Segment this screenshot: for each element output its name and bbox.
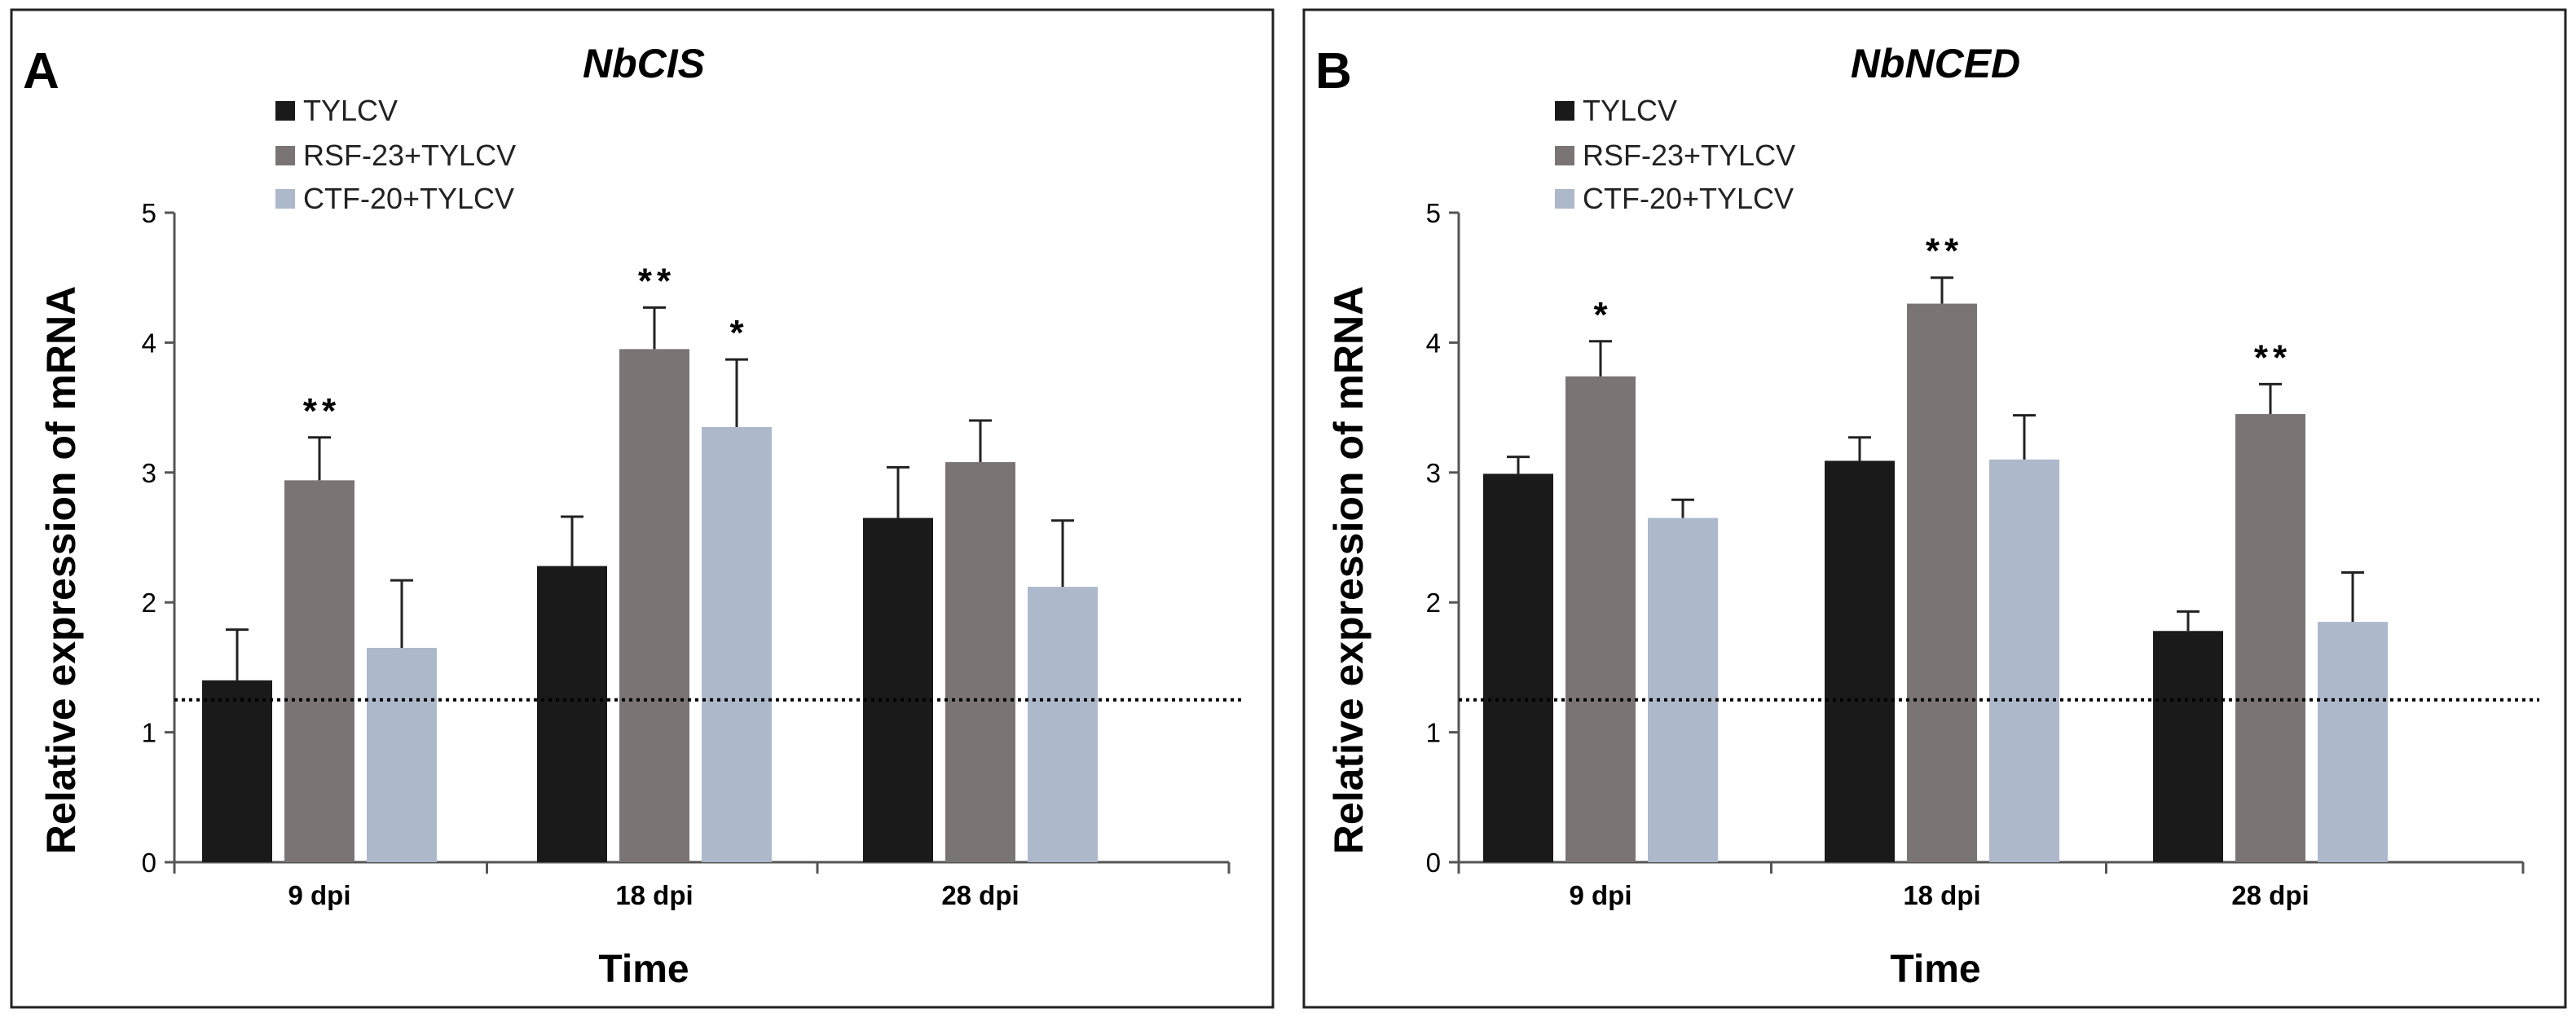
y-tick-label: 1	[142, 718, 156, 748]
bar-rsf-23-tylcv	[2235, 414, 2305, 862]
y-tick-label: 3	[1426, 458, 1441, 488]
x-category-label: 9 dpi	[288, 880, 350, 910]
y-tick-label: 5	[1426, 198, 1441, 228]
bar-tylcv	[2153, 631, 2223, 862]
significance-mark: **	[1926, 231, 1963, 271]
chart-panel-B: B NbNCED TYLCV RSF-23+TYLCV CTF-20+TYLCV 0 1 2 3…	[1302, 8, 2567, 1009]
x-axis-label: Time	[598, 948, 689, 991]
bar-ctf-20-tylcv	[1989, 459, 2059, 862]
bar-rsf-23-tylcv	[1565, 376, 1636, 862]
legend-label: TYLCV	[303, 94, 398, 127]
bar-tylcv	[202, 680, 272, 862]
chart-title: NbNCED	[1851, 41, 2020, 86]
legend-swatch	[1555, 101, 1574, 121]
x-category-label: 18 dpi	[1903, 880, 1980, 910]
bar-ctf-20-tylcv	[1028, 587, 1098, 862]
x-category-label: 9 dpi	[1569, 880, 1631, 910]
chart-panel-A: A NbCIS TYLCV RSF-23+TYLCV CTF-20+TYLCV 0 1 2 3 4…	[10, 8, 1275, 1009]
y-tick-label: 2	[1426, 588, 1441, 618]
significance-mark: *	[729, 313, 748, 353]
legend-swatch	[1555, 146, 1574, 165]
x-category-label: 18 dpi	[615, 880, 693, 910]
significance-mark: **	[638, 261, 676, 301]
y-tick-label: 0	[142, 848, 156, 878]
panel-frame	[1302, 8, 2567, 1009]
panel-letter: A	[23, 43, 59, 99]
x-axis-label: Time	[1890, 948, 1980, 991]
bar-rsf-23-tylcv	[284, 480, 354, 862]
y-axis-label: Relative expression of mRNA	[1326, 286, 1372, 854]
bar-tylcv	[537, 566, 607, 862]
y-tick-label: 4	[142, 328, 156, 358]
y-tick-label: 2	[142, 588, 156, 618]
legend-label: CTF-20+TYLCV	[303, 182, 514, 215]
chart-title: NbCIS	[583, 41, 705, 86]
y-tick-label: 0	[1426, 848, 1441, 878]
y-tick-label: 1	[1426, 718, 1441, 748]
legend-label: RSF-23+TYLCV	[1583, 139, 1795, 172]
y-tick-label: 5	[142, 198, 156, 228]
bar-ctf-20-tylcv	[1648, 517, 1718, 862]
y-tick-label: 3	[142, 458, 156, 488]
significance-mark: *	[1593, 295, 1612, 335]
y-axis-label: Relative expression of mRNA	[38, 286, 84, 854]
x-category-label: 28 dpi	[2231, 880, 2309, 910]
bar-rsf-23-tylcv	[945, 462, 1015, 862]
y-tick-label: 4	[1426, 328, 1441, 358]
bar-tylcv	[863, 517, 933, 862]
bar-ctf-20-tylcv	[702, 427, 772, 862]
bar-tylcv	[1825, 460, 1895, 862]
legend-swatch	[275, 146, 295, 165]
legend-label: RSF-23+TYLCV	[303, 139, 516, 172]
bar-ctf-20-tylcv	[367, 647, 437, 862]
legend-label: TYLCV	[1583, 94, 1677, 127]
panel-letter: B	[1315, 43, 1352, 99]
bar-rsf-23-tylcv	[619, 349, 689, 862]
x-category-label: 28 dpi	[941, 880, 1019, 910]
bar-rsf-23-tylcv	[1907, 303, 1977, 863]
legend-swatch	[1555, 189, 1574, 209]
significance-mark: **	[2254, 337, 2292, 377]
legend-label: CTF-20+TYLCV	[1583, 182, 1794, 215]
significance-mark: **	[303, 391, 341, 431]
panel-frame	[10, 8, 1275, 1009]
legend-swatch	[275, 101, 295, 121]
bar-tylcv	[1483, 473, 1553, 862]
bar-ctf-20-tylcv	[2318, 622, 2388, 862]
legend-swatch	[275, 189, 295, 209]
